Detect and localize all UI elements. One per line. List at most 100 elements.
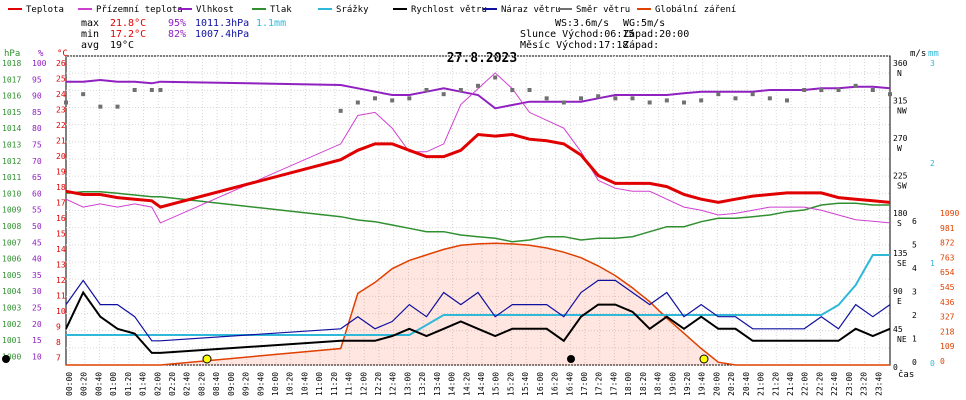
x-tick: 00:40 bbox=[94, 372, 103, 396]
temperature-line bbox=[65, 132, 891, 209]
x-tick: 19:00 bbox=[668, 372, 677, 396]
c-tick: 7 bbox=[56, 354, 61, 363]
x-tick: 00:00 bbox=[65, 372, 74, 396]
x-tick: 08:40 bbox=[212, 372, 221, 396]
y-axes: hPa% °C1018101710161015101410131012101110… bbox=[2, 49, 959, 372]
pct-tick: 95 bbox=[32, 75, 42, 84]
wm2-tick: 436 bbox=[940, 298, 955, 307]
direction-point bbox=[544, 96, 549, 101]
c-tick: 14 bbox=[56, 245, 66, 254]
x-tick: 19:20 bbox=[683, 372, 692, 396]
stats-min-hum: 82% bbox=[168, 29, 186, 40]
direction-point bbox=[767, 96, 772, 101]
x-tick: 15:40 bbox=[521, 372, 530, 396]
dir-label: NW bbox=[897, 107, 907, 116]
c-tick: 23 bbox=[56, 106, 66, 115]
legend-label: Přízemní teplota bbox=[96, 5, 183, 15]
dir-tick: 270 bbox=[893, 134, 908, 143]
x-tick: 23:20 bbox=[860, 372, 869, 396]
x-tick: 10:00 bbox=[271, 372, 280, 396]
x-tick: 23:40 bbox=[874, 372, 883, 396]
x-tick: 09:00 bbox=[227, 372, 236, 396]
direction-point bbox=[373, 96, 377, 101]
legend-label: Globální záření bbox=[655, 5, 736, 15]
direction-point bbox=[390, 98, 395, 103]
x-tick: 16:40 bbox=[565, 372, 574, 396]
hpa-unit: hPa bbox=[4, 49, 20, 59]
hpa-tick: 1002 bbox=[2, 320, 21, 329]
ms-unit: m/s bbox=[910, 49, 926, 59]
direction-point bbox=[81, 92, 86, 97]
wm2-tick: 327 bbox=[940, 313, 955, 322]
stats-max-temp: 21.8°C bbox=[110, 18, 146, 29]
direction-point bbox=[476, 83, 480, 88]
ms-tick: 2 bbox=[912, 311, 917, 320]
ms-tick: 5 bbox=[912, 241, 917, 250]
c-tick: 24 bbox=[56, 90, 66, 99]
x-tick: 09:40 bbox=[256, 372, 265, 396]
time-unit: čas bbox=[898, 369, 914, 380]
wind-speed-line bbox=[65, 290, 891, 354]
x-tick: 11:00 bbox=[315, 372, 324, 396]
x-tick: 01:40 bbox=[139, 372, 148, 396]
hpa-tick: 1014 bbox=[2, 124, 21, 133]
humidity-line bbox=[66, 78, 891, 110]
c-tick: 22 bbox=[56, 121, 66, 130]
pct-tick: 85 bbox=[32, 108, 42, 117]
mm-tick: 2 bbox=[930, 159, 935, 168]
hpa-tick: 1018 bbox=[2, 59, 21, 68]
direction-point bbox=[510, 88, 515, 92]
stats-rain: 1.1mm bbox=[256, 18, 286, 29]
wm2-tick: 0 bbox=[940, 357, 945, 366]
direction-point bbox=[802, 88, 807, 92]
stats-min-press: 1007.4hPa bbox=[195, 29, 249, 40]
x-tick: 16:00 bbox=[536, 372, 545, 396]
direction-point bbox=[596, 94, 601, 99]
wm2-tick: 545 bbox=[940, 283, 955, 292]
pct-tick: 25 bbox=[32, 304, 42, 313]
direction-point bbox=[682, 100, 686, 105]
direction-point bbox=[888, 92, 892, 97]
x-tick: 12:20 bbox=[374, 372, 383, 396]
hpa-tick: 1004 bbox=[2, 287, 21, 296]
direction-point bbox=[819, 88, 824, 92]
x-tick: 22:40 bbox=[830, 372, 839, 396]
c-tick: 13 bbox=[56, 261, 66, 270]
wm2-tick: 109 bbox=[940, 342, 955, 351]
radiation-fill bbox=[66, 243, 890, 365]
stats-block: max 21.8°C 95% 1011.3hPa 1.1mm min 17.2°… bbox=[81, 18, 689, 51]
x-tick: 17:40 bbox=[609, 372, 618, 396]
dir-label: NE bbox=[897, 335, 907, 344]
direction-point bbox=[441, 92, 446, 97]
direction-point bbox=[98, 104, 103, 109]
hpa-tick: 1015 bbox=[2, 108, 21, 117]
hpa-tick: 1003 bbox=[2, 304, 21, 313]
x-tick: 23:00 bbox=[845, 372, 854, 396]
ms-tick: 3 bbox=[912, 288, 917, 297]
x-tick: 21:20 bbox=[771, 372, 780, 396]
legend: Teplota Přízemní teplota Vlhkost Tlak Srážky… bbox=[8, 5, 736, 15]
pct-tick: 15 bbox=[32, 336, 42, 345]
dir-label: W bbox=[897, 144, 902, 153]
legend-label: Srážky bbox=[336, 5, 369, 15]
direction-point bbox=[149, 88, 154, 92]
mm-tick: 0 bbox=[930, 359, 935, 368]
c-tick: 25 bbox=[56, 75, 66, 84]
direction-point bbox=[424, 88, 429, 92]
c-tick: 10 bbox=[56, 307, 66, 316]
legend-label: Náraz větru bbox=[501, 5, 561, 15]
x-tick: 08:20 bbox=[197, 372, 206, 396]
x-tick: 15:20 bbox=[506, 372, 515, 396]
direction-point bbox=[750, 92, 755, 97]
dir-label: E bbox=[897, 297, 902, 306]
mm-unit: mm bbox=[928, 49, 939, 59]
c-tick: 26 bbox=[56, 59, 66, 68]
legend-label: Tlak bbox=[270, 5, 292, 15]
stats-moon-set: Západ: bbox=[623, 39, 659, 51]
dir-tick: 90 bbox=[893, 287, 903, 296]
stats-moon: Měsíc Východ:17:18 bbox=[520, 39, 628, 51]
x-tick: 14:00 bbox=[448, 372, 457, 396]
pct-tick: 50 bbox=[32, 222, 42, 231]
x-tick: 18:40 bbox=[654, 372, 663, 396]
stats-max-label: max bbox=[81, 18, 99, 29]
